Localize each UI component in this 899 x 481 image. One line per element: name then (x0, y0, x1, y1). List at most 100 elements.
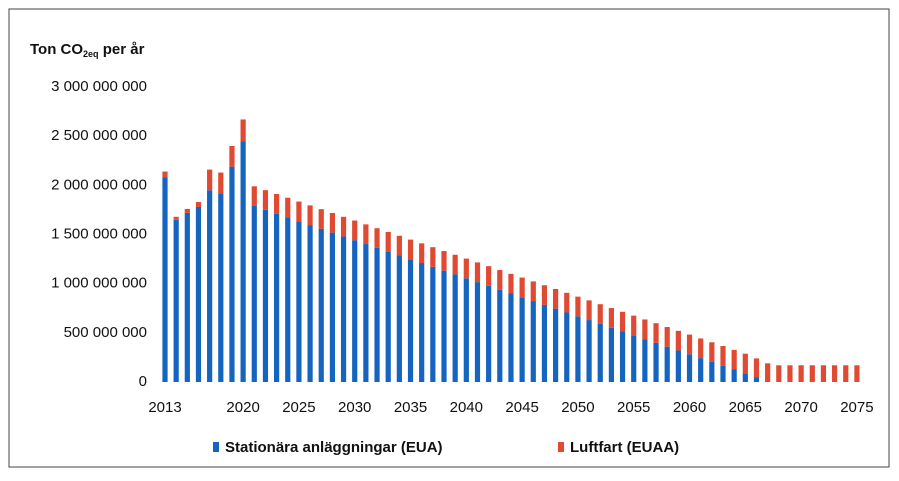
x-tick-label: 2025 (282, 399, 315, 416)
bar-segment (631, 315, 637, 336)
bar-segment (441, 270, 447, 382)
bar-segment (430, 266, 436, 382)
y-axis-title: Ton CO2eq per år (30, 41, 145, 59)
bar-segment (753, 377, 760, 382)
bar-segment (720, 346, 726, 366)
bar-segment (675, 330, 681, 351)
bar-segment (832, 365, 838, 382)
bar-segment (385, 231, 391, 252)
x-tick-label: 2035 (394, 399, 427, 416)
y-tick-label: 1 000 000 000 (51, 275, 147, 292)
bar-segment (631, 335, 637, 382)
y-title-sub: 2eq (83, 49, 99, 59)
bar-segment (352, 240, 358, 382)
bar-segment (463, 278, 469, 382)
bar-segment (586, 320, 592, 382)
bar-segment (329, 232, 335, 382)
bar-segment (553, 308, 559, 382)
bar-segment (262, 209, 269, 382)
bar-segment (564, 312, 570, 382)
bar-segment (240, 119, 246, 142)
bar-segment (207, 169, 213, 191)
bar-segment (229, 146, 235, 167)
bar-segment (586, 300, 592, 321)
bar-segment (720, 365, 726, 382)
y-title-part: per år (99, 41, 145, 58)
bar-segment (619, 331, 626, 382)
bar-segment (508, 293, 514, 382)
bar-segment (709, 361, 715, 382)
bar-segment (396, 255, 402, 382)
legend-swatch (213, 442, 219, 452)
x-tick-label: 2055 (617, 399, 650, 416)
y-title-part: Ton CO (30, 41, 83, 58)
x-tick-label: 2045 (505, 399, 538, 416)
bar-segment (486, 285, 492, 382)
bar-segment (820, 365, 827, 382)
x-tick-label: 2030 (338, 399, 371, 416)
bar-segment (541, 285, 548, 305)
bar-segment (497, 269, 503, 290)
bar-segment (318, 209, 324, 229)
bar-segment (318, 228, 324, 382)
bar-segment (742, 353, 748, 374)
y-tick-label: 2 000 000 000 (51, 176, 147, 193)
x-tick-label: 2060 (673, 399, 706, 416)
bar-segment (396, 235, 402, 256)
bar-segment (519, 297, 525, 382)
bar-segment (195, 202, 202, 207)
bar-segment (753, 358, 760, 378)
bar-segment (419, 263, 425, 382)
bar-segment (285, 217, 291, 382)
bar-segment (474, 282, 481, 382)
bar-segment (497, 289, 503, 382)
y-tick-label: 2 500 000 000 (51, 127, 147, 144)
bar-segment (407, 239, 414, 260)
bar-segment (274, 213, 280, 382)
bar-segment (173, 219, 179, 382)
bar-segment (686, 354, 693, 382)
bar-segment (363, 244, 369, 382)
x-tick-label: 2075 (840, 399, 873, 416)
bar-segment (698, 338, 704, 359)
bar-segment (184, 212, 190, 382)
legend-label: Luftfart (EUAA) (570, 439, 679, 456)
bar-segment (675, 350, 681, 382)
y-tick-label: 1 500 000 000 (51, 225, 147, 242)
bar-segment (642, 319, 648, 340)
bar-segment (329, 212, 335, 233)
legend-label: Stationära anläggningar (EUA) (225, 439, 443, 456)
bar-segment (162, 171, 168, 178)
bar-segment (340, 236, 347, 382)
bar-segment (352, 220, 358, 241)
bar-segment (664, 346, 670, 382)
y-tick-label: 500 000 000 (64, 324, 147, 341)
bar-segment (251, 205, 257, 382)
bar-segment (575, 316, 581, 382)
bar-segment (463, 258, 469, 279)
bar-segment (262, 190, 269, 210)
bar-segment (229, 166, 235, 382)
bar-segment (854, 365, 860, 382)
bar-segment (664, 327, 670, 347)
x-tick-label: 2040 (450, 399, 483, 416)
bar-segment (195, 206, 202, 382)
bar-segment (809, 365, 815, 382)
bar-segment (619, 311, 626, 332)
bar-segment (642, 339, 648, 382)
y-tick-label: 3 000 000 000 (51, 78, 147, 95)
bar-segment (374, 247, 380, 382)
bar-segment (787, 365, 793, 382)
bar-segment (385, 251, 391, 382)
bar-segment (508, 273, 514, 294)
bar-segment (653, 342, 659, 382)
bar-segment (207, 190, 213, 382)
bar-segment (407, 259, 414, 382)
bar-segment (374, 228, 380, 248)
bar-segment (307, 225, 313, 382)
bar-segment (441, 251, 447, 271)
x-tick-label: 2013 (148, 399, 181, 416)
bar-segment (608, 327, 614, 382)
bar-segment (541, 304, 548, 382)
